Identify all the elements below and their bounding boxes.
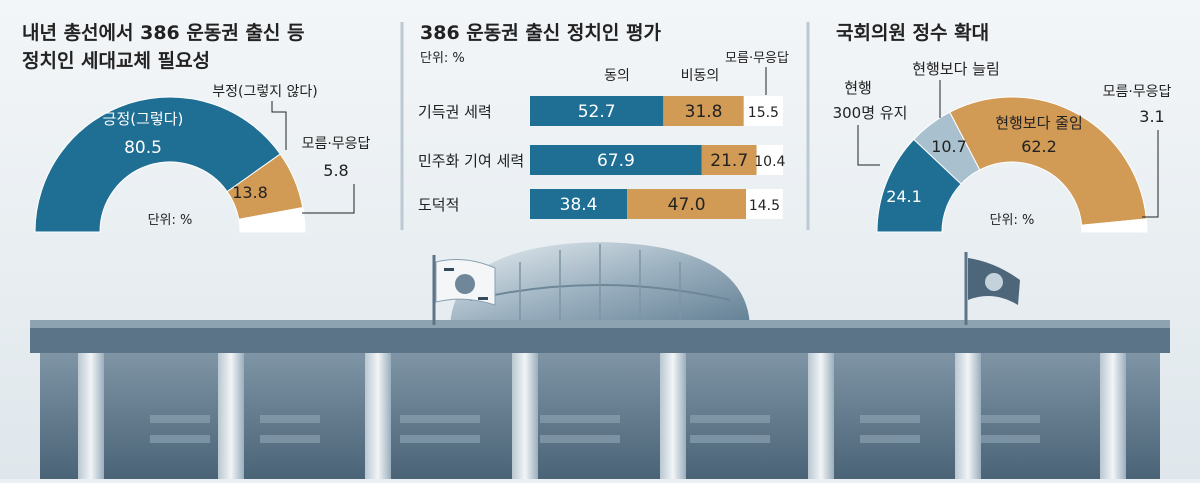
bar-1-2 bbox=[756, 145, 783, 175]
bar-value-1-0: 67.9 bbox=[597, 151, 635, 171]
panel3-leader-unknown bbox=[1142, 130, 1159, 218]
bar-value-0-2: 15.5 bbox=[748, 105, 779, 121]
legend-disagree: 비동의 bbox=[681, 68, 720, 84]
bar-2-1 bbox=[627, 189, 747, 219]
category-label-1: 민주화 기여 세력 bbox=[418, 152, 524, 170]
panel-assembly-seats: 국회의원 정수 확대 현행 300명 유지 24.1 현행보다 늘림 10.7 … bbox=[833, 21, 1172, 233]
roof-beam bbox=[30, 325, 1170, 353]
panel2-title: 386 운동권 출신 정치인 평가 bbox=[420, 22, 661, 44]
panel1-value-positive: 80.5 bbox=[124, 138, 162, 158]
columns bbox=[78, 353, 1126, 479]
panel1-slice-2 bbox=[238, 206, 306, 233]
bar-0-2 bbox=[743, 96, 783, 126]
bar-1-1 bbox=[701, 145, 757, 175]
panel3-value-increase: 10.7 bbox=[931, 137, 967, 156]
category-label-0: 기득권 세력 bbox=[418, 103, 492, 121]
panel2-unit: 단위: % bbox=[420, 51, 465, 66]
bar-value-1-1: 21.7 bbox=[710, 151, 748, 171]
panel1-value-negative: 13.8 bbox=[232, 183, 268, 202]
panel1-leader-unknown bbox=[302, 184, 355, 214]
bar-value-2-2: 14.5 bbox=[749, 198, 780, 214]
bar-0-0 bbox=[530, 96, 664, 126]
windows bbox=[150, 415, 1040, 443]
legend-agree: 동의 bbox=[604, 68, 630, 84]
panel1-label-unknown: 모름·무응답 bbox=[302, 136, 371, 152]
panel3-unit: 단위: % bbox=[990, 213, 1035, 228]
bar-1-0 bbox=[530, 145, 702, 175]
panel3-label-keep-line2: 300명 유지 bbox=[833, 104, 908, 122]
panel3-value-unknown: 3.1 bbox=[1139, 107, 1164, 126]
panel1-value-unknown: 5.8 bbox=[323, 161, 348, 180]
panel3-leader-keep bbox=[857, 125, 880, 166]
panel1-subtitle: 정치인 세대교체 필요성 bbox=[22, 50, 210, 72]
korean-flag-icon bbox=[432, 255, 496, 325]
panel2-bars: 기득권 세력 52.7 31.8 15.5 민주화 기여 세력 67.9 21.7 10.4 도… bbox=[418, 96, 786, 219]
panel3-slice-3 bbox=[1081, 218, 1148, 233]
panel1-donut bbox=[34, 96, 306, 233]
bar-2-2 bbox=[746, 189, 783, 219]
bar-value-2-0: 38.4 bbox=[560, 195, 598, 215]
panel-generational-change: 내년 총선에서 386 운동권 출신 등 정치인 세대교체 필요성 긍정(그렇다… bbox=[22, 22, 371, 233]
panel-politician-evaluation: 386 운동권 출신 정치인 평가 단위: % 동의 비동의 모름·무응답 기득… bbox=[418, 22, 789, 219]
panel3-slice-2 bbox=[949, 96, 1147, 226]
legend-unknown: 모름·무응답 bbox=[725, 51, 789, 66]
bar-value-1-2: 10.4 bbox=[754, 154, 785, 170]
panel3-value-keep: 24.1 bbox=[886, 187, 922, 206]
panel3-donut bbox=[876, 96, 1148, 233]
category-label-2: 도덕적 bbox=[418, 196, 459, 214]
panel1-unit: 단위: % bbox=[148, 213, 193, 228]
panel3-label-increase: 현행보다 늘림 bbox=[912, 60, 1000, 78]
panel1-label-negative: 부정(그렇지 않다) bbox=[212, 84, 318, 100]
bar-value-2-1: 47.0 bbox=[668, 195, 706, 215]
bar-0-1 bbox=[663, 96, 744, 126]
panel1-title: 내년 총선에서 386 운동권 출신 등 bbox=[22, 22, 305, 44]
bar-value-0-1: 31.8 bbox=[685, 102, 723, 122]
panel3-label-unknown: 모름·무응답 bbox=[1103, 84, 1172, 100]
panel3-label-keep-line1: 현행 bbox=[844, 79, 872, 97]
assembly-building-illustration bbox=[30, 242, 1170, 479]
bar-value-0-0: 52.7 bbox=[578, 102, 616, 122]
panel1-slice-0 bbox=[34, 96, 281, 233]
bar-2-0 bbox=[530, 189, 628, 219]
panel1-leader-negative bbox=[271, 101, 287, 150]
panel3-title: 국회의원 정수 확대 bbox=[836, 21, 989, 44]
panel3-value-decrease: 62.2 bbox=[1021, 137, 1057, 156]
panel1-label-positive: 긍정(그렇다) bbox=[103, 110, 184, 128]
assembly-flag-icon bbox=[964, 252, 1020, 325]
panel3-label-decrease: 현행보다 줄임 bbox=[995, 114, 1083, 132]
